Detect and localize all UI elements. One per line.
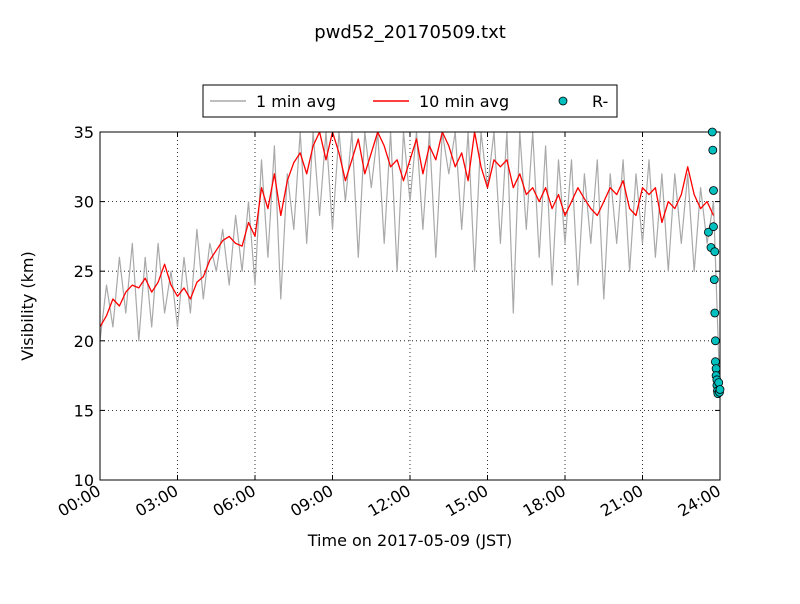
x-tick-label: 21:00 xyxy=(597,481,646,521)
x-tick-label: 18:00 xyxy=(520,481,569,521)
y-tick-label: 35 xyxy=(74,123,94,142)
rain-marker xyxy=(709,222,718,232)
rain-marker xyxy=(715,385,725,394)
legend-swatch xyxy=(558,96,568,106)
x-tick-label: 06:00 xyxy=(210,481,259,521)
y-tick-label: 20 xyxy=(74,332,94,351)
x-axis-label: Time on 2017-05-09 (JST) xyxy=(307,531,512,550)
x-tick-label: 03:00 xyxy=(132,481,181,521)
rain-marker xyxy=(711,336,720,346)
legend-label: 10 min avg xyxy=(419,92,509,111)
y-tick-label: 30 xyxy=(74,193,94,212)
x-tick-label: 09:00 xyxy=(287,481,336,521)
rain-marker xyxy=(707,127,717,137)
y-tick-label: 15 xyxy=(74,401,94,420)
series-line-0 xyxy=(100,132,720,397)
rain-marker xyxy=(709,275,719,285)
series-layer xyxy=(100,132,720,397)
rain-marker xyxy=(704,227,713,237)
y-tick-label: 10 xyxy=(74,471,94,490)
rain-marker xyxy=(708,145,718,155)
x-tick-label: 24:00 xyxy=(675,481,724,521)
rain-marker xyxy=(709,186,718,195)
y-tick-label: 25 xyxy=(74,262,94,281)
y-axis-label: Visibility (km) xyxy=(18,251,37,360)
x-tick-label: 15:00 xyxy=(442,481,491,521)
chart-title: pwd52_20170509.txt xyxy=(314,22,506,43)
grid xyxy=(100,132,720,480)
legend-label: R- xyxy=(592,92,608,111)
x-tick-label: 12:00 xyxy=(365,481,414,521)
rain-marker xyxy=(710,308,720,318)
legend-label: 1 min avg xyxy=(256,92,336,111)
series-line-1 xyxy=(100,132,715,328)
legend-box xyxy=(202,84,618,118)
legend: 1 min avg 10 min avg R- xyxy=(202,84,618,118)
rain-marker xyxy=(710,247,720,257)
